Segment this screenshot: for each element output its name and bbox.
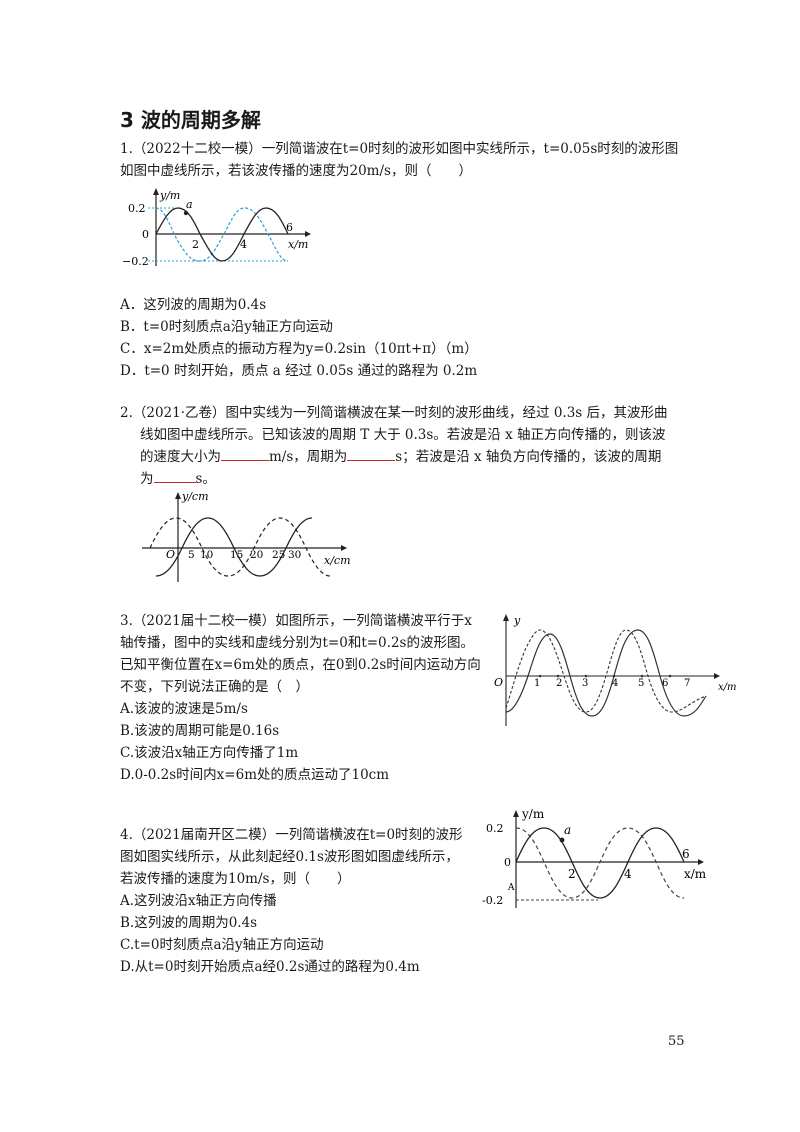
q3-stem-line3: 已知平衡位置在x=6m处的质点，在0到0.2s时间内运动方向 <box>120 657 481 673</box>
q1-ytick-1: 0 <box>142 228 149 241</box>
q4-option-a: A.这列波沿x轴正方向传播 <box>120 893 277 909</box>
q2-xtick-5: 30 <box>288 549 301 561</box>
q3-dashed-wave <box>505 629 707 713</box>
q4-stem-line1: 4.（2021届南开区二模）一列简谐横波在t=0时刻的波形 <box>120 827 463 843</box>
q1-ytick-0: 0.2 <box>128 202 146 215</box>
q2-xtick-1: 10 <box>200 549 213 561</box>
q2-line4-part2: s。 <box>195 471 216 487</box>
q4-option-c: C.t=0时刻质点a沿y轴正方向运动 <box>120 937 324 953</box>
q2-origin: O <box>166 548 175 561</box>
q2-xtick-4: 25 <box>272 549 285 561</box>
q4-option-b: B.这列波的周期为0.4s <box>120 915 258 931</box>
q3-xtick-1: 2 <box>556 678 562 689</box>
q3-xtick-0: 1 <box>534 678 540 689</box>
q1-point-a <box>183 210 189 216</box>
q4-point-a <box>559 837 565 843</box>
q1-option-a: A．这列波的周期为0.4s <box>120 297 267 313</box>
q1-xlabel: x/m <box>288 238 308 251</box>
q4-xtick-2: 6 <box>682 847 690 861</box>
q2-stem-line3: 的速度大小为 m/s，周期为 s；若波是沿 x 轴负方向传播的，该波的周期 <box>140 446 661 468</box>
q4-xtick-0: 2 <box>568 867 576 881</box>
q1-dashed-wave <box>155 207 289 262</box>
q2-xtick-0: 5 <box>188 549 195 561</box>
q3-xtick-5: 6 <box>662 678 668 689</box>
q3-xtick-2: 3 <box>582 678 588 689</box>
q3-origin: O <box>494 676 503 689</box>
q1-xtick-1: 4 <box>240 238 247 251</box>
q3-xtick-3: 4 <box>612 678 618 689</box>
q2-stem-line2: 线如图中虚线所示。已知该波的周期 T 大于 0.3s。若波是沿 x 轴正方向传播… <box>140 427 666 443</box>
q4-point-label: a <box>564 823 571 837</box>
q2-ylabel: y/cm <box>181 490 209 503</box>
section-title: 3 波的周期多解 <box>120 108 261 132</box>
q2-stem-line1: 2.（2021·乙卷）图中实线为一列简谐横波在某一时刻的波形曲线，经过 0.3s… <box>120 405 668 421</box>
q2-xtick-2: 15 <box>230 549 243 561</box>
q3-xtick-4: 5 <box>638 678 644 689</box>
q4-ytick-0: 0.2 <box>486 822 504 835</box>
q4-extra-label: A <box>507 883 515 893</box>
q3-xlabel: x/m <box>718 682 737 693</box>
q4-stem-line3: 若波传播的速度为10m/s，则（ ） <box>120 871 351 887</box>
q3-solid-wave <box>505 629 707 717</box>
page-number: 55 <box>668 1034 685 1049</box>
q4-solid-wave <box>515 827 685 899</box>
q3-stem-line1: 3.（2021届十二校一模）如图所示，一列简谐横波平行于x <box>120 613 472 629</box>
q1-stem-line2: 如图中虚线所示，若该波传播的速度为20m/s，则（ ） <box>120 163 472 179</box>
q3-wave-figure: y O 1 2 3 4 5 6 7 x/m <box>494 614 737 726</box>
q4-wave-figure: a y/m 0.2 0 A -0.2 2 4 6 x/m <box>482 807 707 908</box>
q4-xtick-1: 4 <box>624 867 632 881</box>
q2-line4-part1: 为 <box>140 471 154 487</box>
q3-option-d: D.0-0.2s时间内x=6m处的质点运动了10cm <box>120 767 390 783</box>
q2-dashed-wave <box>149 517 331 577</box>
q2-line3-part2: m/s，周期为 <box>269 449 348 465</box>
q2-blank-period-neg[interactable] <box>153 468 196 483</box>
q3-stem-line4: 不变，下列说法正确的是（ ） <box>120 679 309 695</box>
q2-solid-wave <box>155 517 313 577</box>
q2-wave-figure: y/cm O 5 10 15 20 25 30 x/cm <box>142 490 351 582</box>
q2-line3-part1: 的速度大小为 <box>140 449 221 465</box>
q2-blank-speed[interactable] <box>221 446 269 461</box>
q1-option-b: B．t=0时刻质点a沿y轴正方向运动 <box>120 319 333 335</box>
q2-stem-line4: 为 s。 <box>140 468 216 490</box>
q1-ylabel: y/m <box>159 189 180 202</box>
q1-xtick-2: 6 <box>286 221 293 234</box>
q1-option-c: C．x=2m处质点的振动方程为y=0.2sin（10πt+π）（m） <box>120 341 478 357</box>
q1-xtick-0: 2 <box>192 238 199 251</box>
q3-option-a: A.该波的波速是5m/s <box>120 701 248 717</box>
q4-ylabel: y/m <box>521 807 545 821</box>
q3-option-c: C.该波沿x轴正方向传播了1m <box>120 745 299 761</box>
q1-option-d: D．t=0 时刻开始，质点 a 经过 0.05s 通过的路程为 0.2m <box>120 363 478 379</box>
q1-point-label: a <box>186 198 193 211</box>
q4-dashed-wave <box>515 827 685 899</box>
q4-ytick-2: -0.2 <box>482 894 503 907</box>
q2-xtick-3: 20 <box>250 549 263 561</box>
q1-solid-wave <box>155 207 289 262</box>
q4-xlabel: x/m <box>684 867 707 881</box>
q4-stem-line2: 图如图实线所示，从此刻起经0.1s波形图如图虚线所示， <box>120 849 459 865</box>
q4-ytick-1: 0 <box>504 856 511 869</box>
q3-xtick-6: 7 <box>684 678 690 689</box>
q2-line3-part3: s；若波是沿 x 轴负方向传播的，该波的周期 <box>395 449 662 465</box>
q1-ytick-2: −0.2 <box>122 255 149 268</box>
q2-xlabel: x/cm <box>324 554 351 567</box>
q1-wave-figure: a y/m 0.2 0 −0.2 2 4 6 x/m <box>122 188 311 268</box>
q4-option-d: D.从t=0时刻开始质点a经0.2s通过的路程为0.4m <box>120 959 420 975</box>
q2-blank-period-pos[interactable] <box>347 446 396 461</box>
q3-stem-line2: 轴传播，图中的实线和虚线分别为t=0和t=0.2s的波形图。 <box>120 635 474 651</box>
q3-ylabel: y <box>513 614 521 627</box>
q1-stem-line1: 1.（2022十二校一模）一列简谐波在t=0时刻的波形如图中实线所示，t=0.0… <box>120 141 679 157</box>
q3-option-b: B.该波的周期可能是0.16s <box>120 723 280 739</box>
